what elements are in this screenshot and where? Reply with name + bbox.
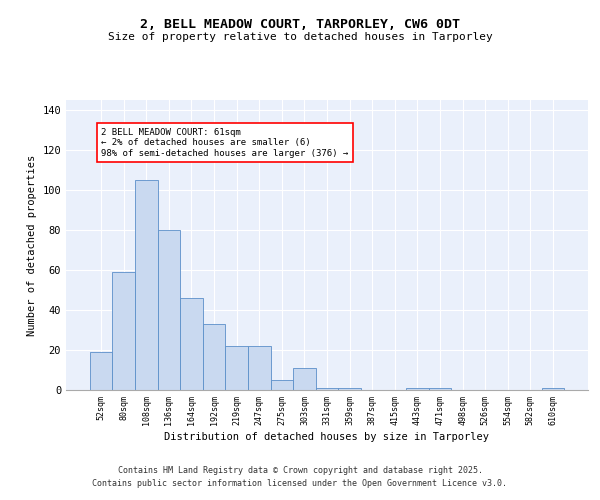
Bar (203, 324, 226, 390)
Bar (226, 346, 248, 390)
X-axis label: Distribution of detached houses by size in Tarporley: Distribution of detached houses by size … (164, 432, 490, 442)
Bar (271, 380, 293, 390)
Bar (428, 388, 451, 390)
Bar (90, 352, 112, 390)
Bar (406, 388, 428, 390)
Bar (112, 272, 135, 390)
Bar (293, 368, 316, 390)
Bar (135, 180, 158, 390)
Bar (158, 230, 180, 390)
Text: 2 BELL MEADOW COURT: 61sqm
← 2% of detached houses are smaller (6)
98% of semi-d: 2 BELL MEADOW COURT: 61sqm ← 2% of detac… (101, 128, 349, 158)
Text: Size of property relative to detached houses in Tarporley: Size of property relative to detached ho… (107, 32, 493, 42)
Y-axis label: Number of detached properties: Number of detached properties (27, 154, 37, 336)
Bar (248, 346, 271, 390)
Bar (338, 388, 361, 390)
Bar (180, 298, 203, 390)
Text: Contains HM Land Registry data © Crown copyright and database right 2025.
Contai: Contains HM Land Registry data © Crown c… (92, 466, 508, 487)
Text: 2, BELL MEADOW COURT, TARPORLEY, CW6 0DT: 2, BELL MEADOW COURT, TARPORLEY, CW6 0DT (140, 18, 460, 30)
Bar (542, 388, 564, 390)
Bar (316, 388, 338, 390)
